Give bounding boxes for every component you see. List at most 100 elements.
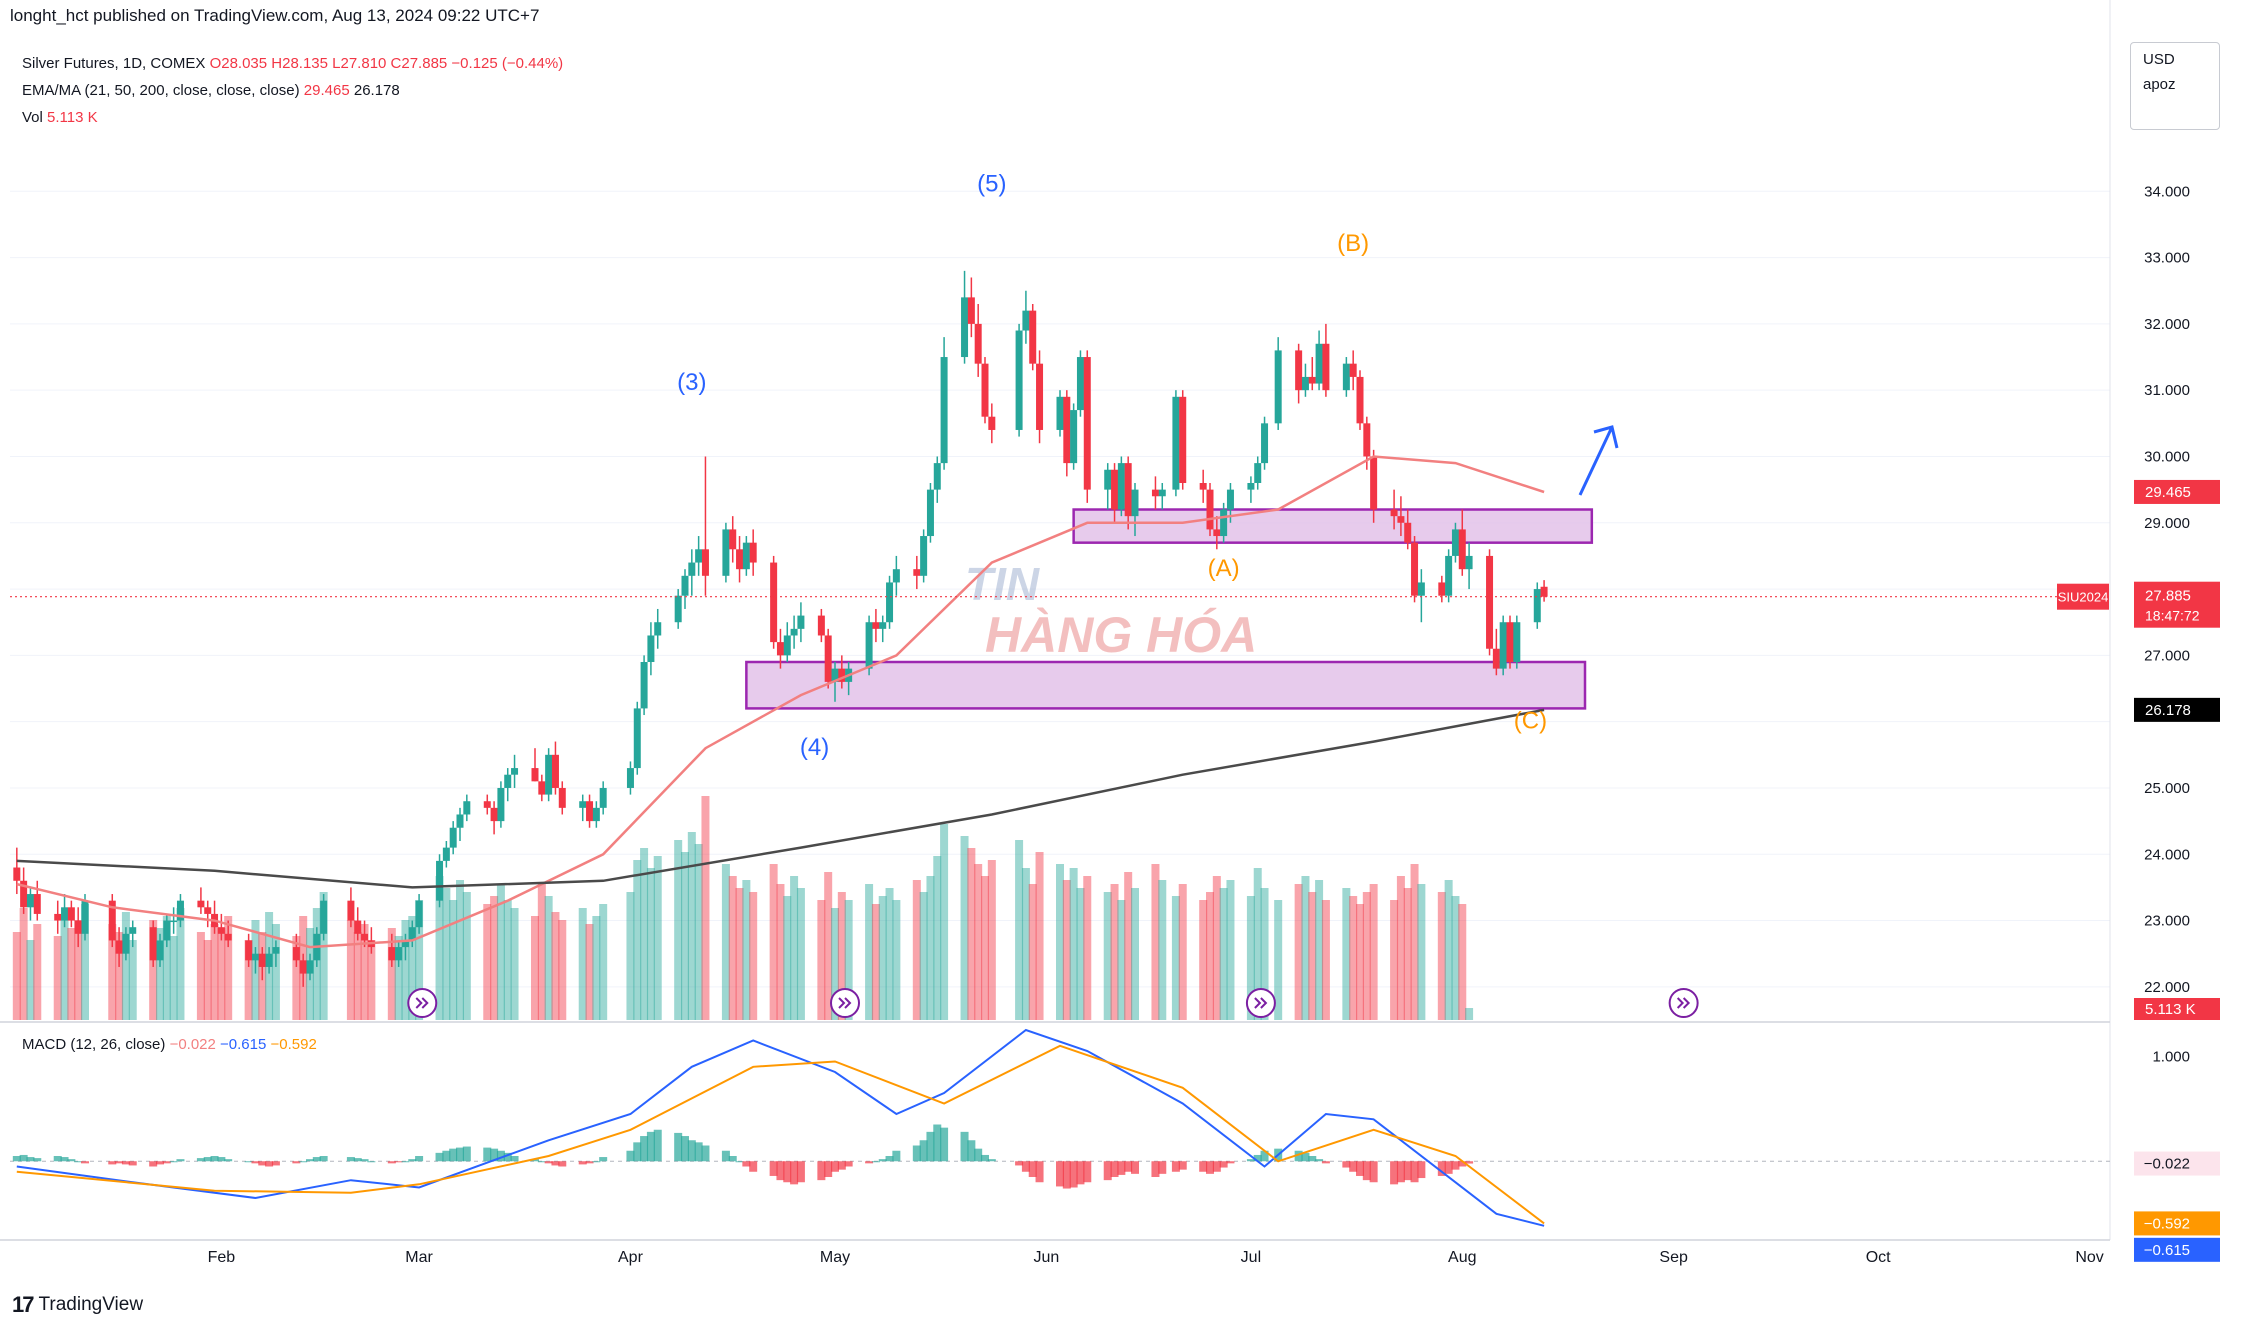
macd-hist-bar: [824, 1161, 833, 1177]
candle-body: [1308, 376, 1316, 384]
legend-symbol-row[interactable]: Silver Futures, 1D, COMEX O28.035 H28.13…: [22, 50, 563, 77]
candle: [1131, 483, 1139, 537]
candle-body: [1295, 350, 1303, 391]
volume-bar: [871, 904, 880, 1020]
macd-hist-bar: [585, 1161, 594, 1164]
candle-body: [1179, 396, 1187, 483]
candle-body: [299, 960, 307, 974]
brand[interactable]: 17 TradingView: [12, 1292, 143, 1318]
candle-body: [1349, 363, 1357, 377]
volume-bar: [1124, 872, 1133, 1020]
candle: [749, 529, 757, 576]
candle: [306, 953, 314, 981]
candle-body: [1315, 343, 1323, 384]
candle-body: [361, 933, 369, 941]
macd-hist-bar: [940, 1127, 949, 1162]
macd-hist-bar: [258, 1161, 267, 1166]
candle-body: [831, 668, 839, 682]
candle: [74, 907, 82, 948]
macd-hist-bar: [408, 1159, 417, 1162]
volume-bar: [26, 940, 35, 1020]
candle: [722, 522, 730, 583]
candle: [776, 628, 784, 669]
volume-bar: [878, 896, 887, 1020]
candle-body: [483, 801, 491, 808]
volume-bar: [1390, 900, 1399, 1020]
macd-hist-bar: [640, 1136, 649, 1162]
candle-body: [872, 622, 880, 629]
macd-hist-bar: [1124, 1161, 1133, 1172]
candle: [1451, 522, 1459, 563]
legend-vol-row[interactable]: Vol 5.113 K: [22, 104, 563, 131]
volume-bar: [503, 900, 512, 1020]
volume-bar: [483, 904, 492, 1020]
candle-body: [306, 960, 314, 974]
macd-axis-label: −0.615: [2144, 1242, 2190, 1259]
x-tick-label: Sep: [1659, 1249, 1688, 1266]
volume-bar: [156, 928, 164, 1020]
macd-hist-bar: [1260, 1150, 1269, 1162]
price-chart[interactable]: TIN HÀNG HÓA (3) (4) (5) (A) (B) (C) 34.000 33…: [0, 0, 2245, 1290]
volume-bar: [60, 916, 69, 1020]
volume-bar: [176, 908, 185, 1020]
macd-hist-bar: [387, 1161, 396, 1164]
currency-selector[interactable]: USD apoz: [2130, 42, 2220, 130]
candle: [176, 894, 184, 928]
volume-bar: [1410, 864, 1419, 1020]
candle-body: [1056, 396, 1064, 430]
volume-bar: [926, 876, 935, 1020]
candle: [415, 894, 423, 934]
macd-hist-bar: [817, 1161, 826, 1181]
volume-bar: [844, 900, 853, 1020]
candle-body: [926, 489, 934, 537]
candle: [736, 536, 744, 583]
macd-hist-bar: [1342, 1161, 1351, 1168]
macd-hist-bar: [1056, 1161, 1064, 1187]
candle: [1029, 304, 1037, 371]
macd-hist-bar: [1028, 1161, 1037, 1177]
macd-hist-bar: [926, 1131, 935, 1162]
candle-body: [688, 562, 696, 576]
macd-hist-bar: [1226, 1161, 1235, 1164]
candle: [1295, 343, 1303, 404]
candle: [1063, 390, 1071, 477]
candle: [490, 801, 498, 835]
volume-bar: [1131, 888, 1139, 1020]
symbol-tag-label: SIU2024: [2058, 590, 2109, 605]
macd-hist-bar: [442, 1150, 451, 1162]
candle: [122, 927, 130, 961]
candle: [599, 781, 607, 815]
macd-hist-bar: [74, 1161, 83, 1163]
volume-bar: [1294, 884, 1303, 1020]
candle: [1036, 350, 1044, 444]
ema-tag-label: 29.465: [2145, 484, 2191, 501]
volume-bar: [933, 856, 942, 1020]
x-tick-label: Jun: [1033, 1249, 1059, 1266]
volume-bar: [837, 892, 846, 1020]
volume-bar: [776, 884, 785, 1020]
volume-bar: [1178, 884, 1187, 1020]
volume-bar: [12, 932, 21, 1020]
legend-ema-row[interactable]: EMA/MA (21, 50, 200, close, close, close…: [22, 77, 563, 104]
candle: [13, 847, 21, 895]
candle-body: [1015, 330, 1023, 430]
candle-body: [20, 880, 28, 908]
macd-hist-bar: [790, 1161, 799, 1185]
macd-hist-bar: [415, 1156, 424, 1162]
macd-hist-bar: [599, 1157, 608, 1162]
candle: [1254, 456, 1262, 490]
macd-legend[interactable]: MACD (12, 26, close) −0.022 −0.615 −0.59…: [22, 1036, 317, 1053]
macd-hist-bar: [1035, 1161, 1044, 1183]
candle-body: [415, 900, 423, 928]
published-caption: longht_hct published on TradingView.com,…: [10, 6, 540, 25]
candle-body: [1417, 582, 1425, 596]
candle: [1322, 323, 1330, 397]
ma-tag: [2134, 697, 2220, 722]
y-tick-label: 33.000: [2144, 250, 2190, 267]
volume-bar: [149, 920, 158, 1020]
candle: [913, 555, 921, 590]
volume-bar: [456, 880, 464, 1020]
macd-hist-bar: [1321, 1161, 1330, 1164]
macd-line: [16, 1028, 1545, 1227]
macd-hist-bar: [367, 1161, 376, 1163]
